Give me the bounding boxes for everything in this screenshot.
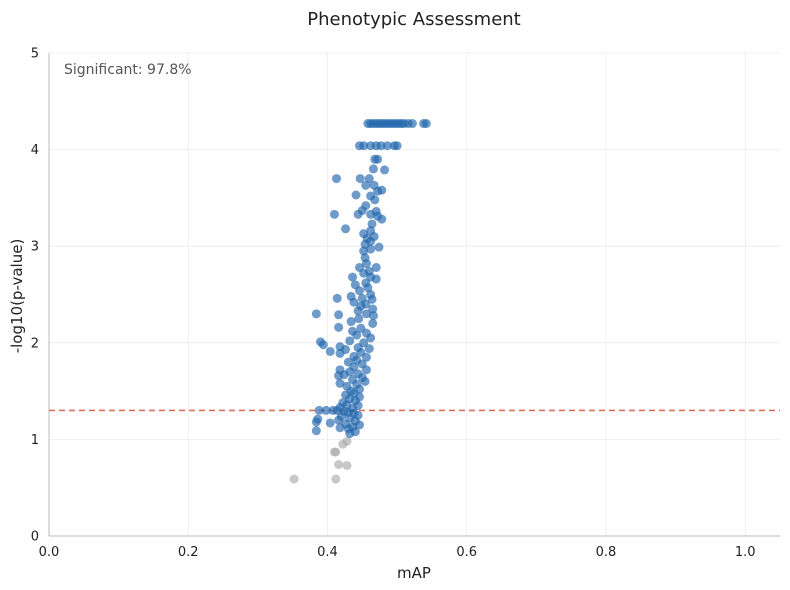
tick-labels: 0.0 0.2 0.4 0.6 0.8 1.0 0 1 2 3 4 5 [31,47,756,561]
significant-point [355,174,365,184]
significant-point [332,293,342,303]
significant-point [353,306,363,316]
significant-point [371,274,381,284]
significant-point [374,242,384,252]
significant-point [368,311,378,321]
significant-point [361,365,371,375]
significant-point [370,195,380,205]
significant-point [352,330,362,340]
y-tick-label: 4 [31,143,39,158]
significant-point [366,209,376,219]
significant-point [359,141,369,151]
significant-point [371,262,381,272]
y-tick-label: 5 [31,47,39,62]
significant-point [335,403,345,413]
significant-point [311,309,321,319]
significant-point [407,119,417,129]
significant-point [332,174,342,184]
y-tick-label: 0 [31,530,39,545]
significant-point [348,272,358,282]
significant-point [345,429,355,439]
significant-point [367,294,377,304]
significant-point [421,119,431,129]
significant-point [376,141,386,151]
x-tick-label: 0.4 [317,545,338,560]
significant-point [373,154,383,164]
significant-point [335,378,345,388]
nonsignificant-point [289,474,299,484]
significant-point [329,209,339,219]
y-tick-label: 1 [31,433,39,448]
x-tick-label: 0.0 [39,545,60,560]
significant-point [335,348,345,358]
significant-point [366,333,376,343]
significant-point [348,403,358,413]
significant-point [314,405,324,415]
significant-point [380,165,390,175]
significance-annotation: Significant: 97.8% [64,62,192,78]
significant-point [361,180,371,190]
y-axis-label: -log10(p-value) [8,239,26,354]
significant-point [334,322,344,332]
significant-point [354,314,364,324]
significant-point [355,420,365,430]
axes [48,53,780,537]
x-tick-label: 0.6 [456,545,477,560]
significant-point [325,346,335,356]
significant-point [351,190,361,200]
x-axis-label: mAP [397,564,431,582]
nonsignificant-point [334,460,344,470]
significant-point [359,268,369,278]
significant-point [311,417,321,427]
x-tick-label: 0.8 [596,545,617,560]
y-tick-label: 3 [31,240,39,255]
significant-point [325,418,335,428]
significant-point [364,174,374,184]
significant-point [335,423,345,433]
significant-point [368,304,378,314]
significant-point [321,405,331,415]
significant-point [361,259,371,269]
significant-point [345,336,355,346]
y-tick-label: 2 [31,336,39,351]
significant-point [334,415,344,425]
nonsignificant-point [342,460,352,470]
chart-title: Phenotypic Assessment [307,9,521,30]
significant-point [363,283,373,293]
x-tick-label: 0.2 [178,545,199,560]
significant-point [318,340,328,350]
significant-point [355,286,365,296]
significant-point [353,209,363,219]
significant-point [382,141,392,151]
significant-point [341,224,351,234]
significant-point [346,317,356,327]
nonsignificant-point [331,447,341,457]
data-points [289,119,431,484]
significant-point [361,309,371,319]
significant-point [360,376,370,386]
nonsignificant-point [331,474,341,484]
significant-point [361,352,371,362]
significant-point [364,344,374,354]
significant-point [367,219,377,229]
significant-point [349,297,359,307]
significant-point [359,246,369,256]
significant-point [377,214,387,224]
significant-point [334,310,344,320]
x-tick-label: 1.0 [735,545,756,560]
nonsignificant-point [338,439,348,449]
significant-point [311,426,321,436]
significant-point [373,186,383,196]
significant-point [392,141,402,151]
significant-point [334,371,344,381]
significant-point [366,244,376,254]
significant-point [368,318,378,328]
significant-point [368,164,378,174]
